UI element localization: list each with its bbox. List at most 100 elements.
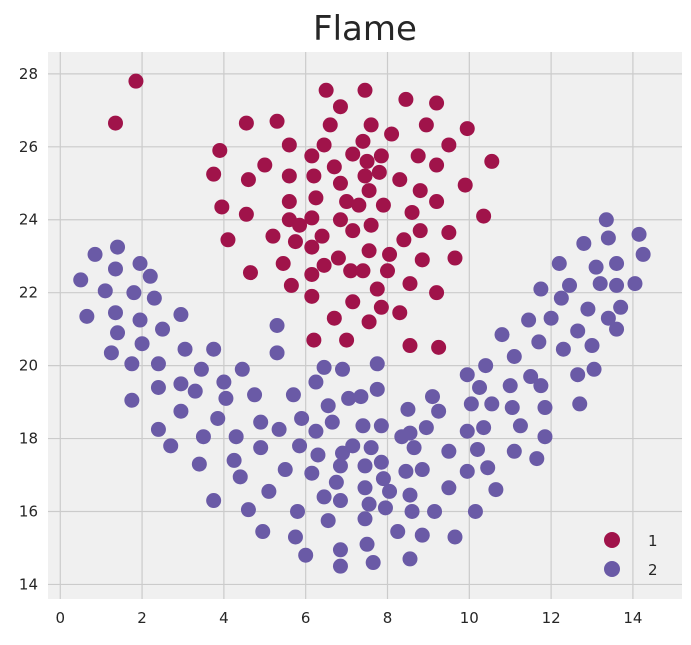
data-point-series-1 xyxy=(429,157,445,173)
data-point-series-2 xyxy=(324,414,340,430)
data-point-series-2 xyxy=(570,367,586,383)
y-tick-label: 26 xyxy=(19,138,38,156)
data-point-series-2 xyxy=(382,483,398,499)
data-point-series-1 xyxy=(396,232,412,248)
data-point-series-2 xyxy=(521,312,537,328)
data-point-series-1 xyxy=(304,148,320,164)
data-point-series-2 xyxy=(298,547,314,563)
data-point-series-1 xyxy=(275,256,291,272)
legend-label-1: 1 xyxy=(648,532,658,550)
data-point-series-2 xyxy=(529,451,545,467)
data-point-series-2 xyxy=(332,558,348,574)
data-point-series-1 xyxy=(212,142,228,158)
data-point-series-2 xyxy=(173,307,189,323)
data-point-series-1 xyxy=(345,223,361,239)
data-point-series-2 xyxy=(304,465,320,481)
data-point-series-1 xyxy=(314,228,330,244)
data-point-series-1 xyxy=(363,117,379,133)
data-point-series-1 xyxy=(304,288,320,304)
data-point-series-2 xyxy=(226,452,242,468)
data-point-series-2 xyxy=(533,281,549,297)
data-point-series-2 xyxy=(357,480,373,496)
data-point-series-2 xyxy=(369,381,385,397)
data-point-series-2 xyxy=(609,256,625,272)
data-point-series-2 xyxy=(504,400,520,416)
data-point-series-2 xyxy=(424,389,440,405)
data-point-series-2 xyxy=(635,246,651,262)
data-point-series-2 xyxy=(469,441,485,457)
data-point-series-1 xyxy=(281,137,297,153)
x-tick-label: 12 xyxy=(542,609,561,627)
data-point-series-1 xyxy=(257,157,273,173)
data-point-series-1 xyxy=(355,263,371,279)
data-point-series-2 xyxy=(459,367,475,383)
data-point-series-1 xyxy=(412,223,428,239)
data-point-series-2 xyxy=(431,403,447,419)
data-point-series-2 xyxy=(476,420,492,436)
data-point-series-2 xyxy=(441,443,457,459)
data-point-series-2 xyxy=(361,496,377,512)
data-point-series-1 xyxy=(369,281,385,297)
data-point-series-1 xyxy=(429,285,445,301)
data-point-series-2 xyxy=(414,527,430,543)
data-point-series-2 xyxy=(126,285,142,301)
data-point-series-2 xyxy=(592,276,608,292)
data-point-series-2 xyxy=(292,438,308,454)
data-point-series-2 xyxy=(146,290,162,306)
data-point-series-2 xyxy=(512,418,528,434)
data-point-series-1 xyxy=(351,197,367,213)
data-point-series-2 xyxy=(228,429,244,445)
data-point-series-2 xyxy=(406,440,422,456)
data-point-series-1 xyxy=(316,257,332,273)
data-point-series-1 xyxy=(206,166,222,182)
data-point-series-1 xyxy=(304,210,320,226)
data-point-series-2 xyxy=(402,425,418,441)
data-point-series-2 xyxy=(195,429,211,445)
data-point-series-1 xyxy=(382,246,398,262)
data-point-series-2 xyxy=(285,387,301,403)
data-point-series-1 xyxy=(414,252,430,268)
data-point-series-2 xyxy=(598,212,614,228)
data-point-series-1 xyxy=(418,117,434,133)
data-point-series-1 xyxy=(384,126,400,142)
data-point-series-2 xyxy=(240,502,256,518)
y-tick-label: 16 xyxy=(19,502,38,520)
data-point-series-2 xyxy=(206,341,222,357)
data-point-series-1 xyxy=(308,190,324,206)
data-point-series-2 xyxy=(150,421,166,437)
data-point-series-2 xyxy=(277,462,293,478)
data-point-series-1 xyxy=(304,266,320,282)
data-point-series-1 xyxy=(404,204,420,220)
data-point-series-2 xyxy=(369,356,385,372)
data-point-series-2 xyxy=(187,383,203,399)
data-point-series-2 xyxy=(177,341,193,357)
data-point-series-1 xyxy=(269,113,285,129)
data-point-series-1 xyxy=(361,243,377,259)
data-point-series-2 xyxy=(478,358,494,374)
data-point-series-2 xyxy=(627,276,643,292)
data-point-series-1 xyxy=(128,73,144,89)
data-point-series-1 xyxy=(355,133,371,149)
data-point-series-1 xyxy=(447,250,463,266)
data-point-series-2 xyxy=(332,542,348,558)
data-point-series-1 xyxy=(242,265,258,281)
data-point-series-2 xyxy=(551,256,567,272)
data-point-series-1 xyxy=(373,299,389,315)
data-point-series-1 xyxy=(402,276,418,292)
data-point-series-2 xyxy=(359,536,375,552)
y-tick-label: 20 xyxy=(19,357,38,375)
legend-label-2: 2 xyxy=(648,561,658,579)
data-point-series-2 xyxy=(494,327,510,343)
data-point-series-1 xyxy=(306,332,322,348)
data-point-series-1 xyxy=(402,338,418,354)
data-point-series-1 xyxy=(431,339,447,355)
data-point-series-2 xyxy=(142,268,158,284)
data-point-series-2 xyxy=(375,471,391,487)
data-point-series-2 xyxy=(216,374,232,390)
data-points xyxy=(73,73,651,574)
data-point-series-2 xyxy=(480,460,496,476)
data-point-series-1 xyxy=(283,277,299,293)
data-point-series-2 xyxy=(427,503,443,519)
data-point-series-2 xyxy=(537,400,553,416)
